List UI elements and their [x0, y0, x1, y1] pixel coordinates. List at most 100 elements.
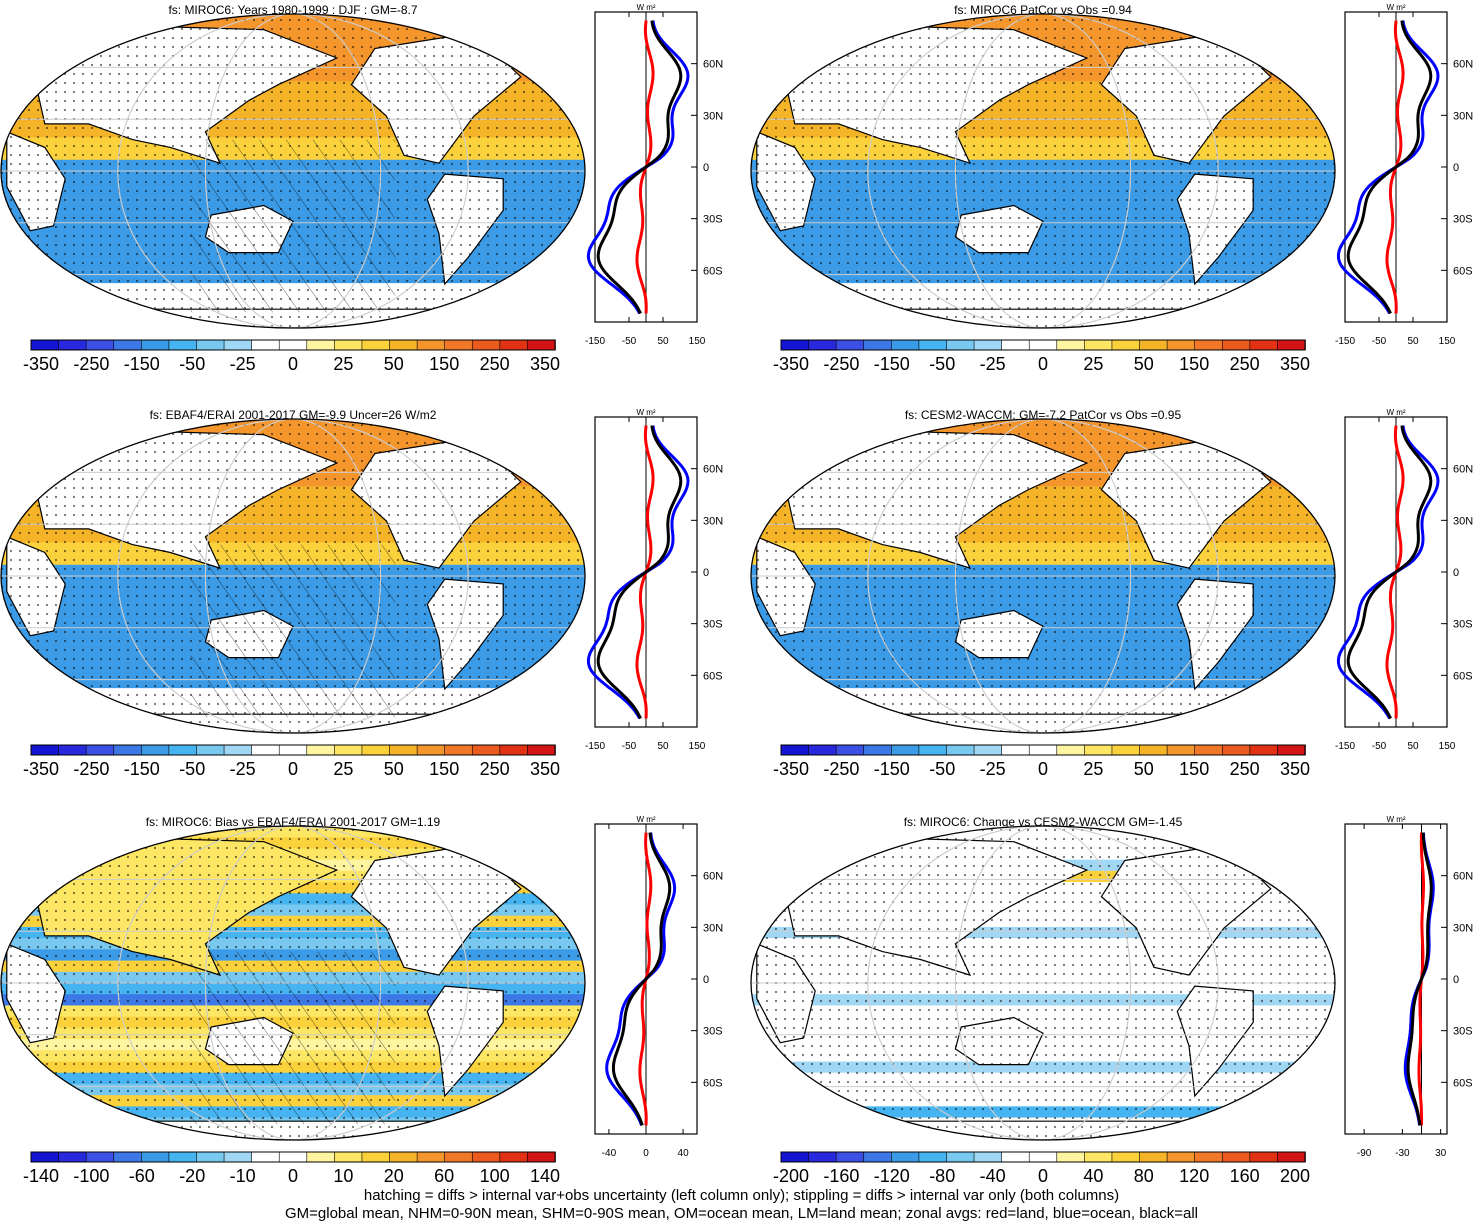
colorbar-swatch — [918, 339, 948, 351]
colorbar-label: 25 — [1083, 354, 1103, 374]
colorbar-swatch — [85, 339, 115, 351]
meridian-line — [954, 826, 1132, 1140]
colorbar-frame — [780, 744, 1306, 756]
zonal-ytick-label: 30S — [703, 619, 723, 631]
colorbar-label: -10 — [230, 1166, 256, 1186]
colorbar-swatch — [1111, 1151, 1141, 1163]
zonal-ytick-label: 30N — [703, 515, 723, 527]
colorbar-label: -150 — [874, 759, 910, 779]
colorbar-label: 0 — [1038, 1166, 1048, 1186]
world-map — [1, 419, 585, 733]
colorbar-swatch — [58, 1151, 87, 1163]
meridian-line — [117, 14, 469, 328]
colorbar-swatch — [113, 744, 143, 756]
colorbar-swatch — [1277, 1151, 1306, 1163]
colorbar-swatch — [1028, 339, 1058, 351]
zonal-unit: W m² — [1386, 408, 1405, 417]
panel-title: fs: MIROC6: Bias vs EBAF4/ERAI 2001-2017… — [146, 815, 441, 829]
zonal-ytick-label: 30N — [1453, 922, 1473, 934]
colorbar-label: 50 — [384, 759, 404, 779]
colorbar-label: 0 — [288, 1166, 298, 1186]
colorbar-swatch — [471, 339, 501, 351]
map-border — [750, 418, 1336, 734]
colorbar-swatch — [196, 744, 225, 756]
colorbar-swatch — [471, 744, 501, 756]
colorbar-swatch — [278, 744, 308, 756]
colorbar-swatch — [30, 744, 60, 756]
colorbar-swatch — [471, 1151, 501, 1163]
meridian-line — [204, 419, 382, 733]
zonal-xtick-label: 40 — [678, 1148, 690, 1159]
colorbar-swatch — [1194, 1151, 1224, 1163]
colorbar-label: -150 — [124, 759, 160, 779]
colorbar-swatch — [389, 744, 418, 756]
colorbar-swatch — [1194, 744, 1224, 756]
zonal-xtick-label: -50 — [1372, 336, 1387, 347]
panel-title: fs: CESM2-WACCM: GM=-7.2 PatCor vs Obs =… — [905, 408, 1182, 422]
zonal-frame — [1344, 823, 1448, 1135]
world-map — [751, 826, 1335, 1140]
colorbar-swatch — [1277, 339, 1306, 351]
zonal-xtick-label: -30 — [1395, 1148, 1410, 1159]
panel-title: fs: MIROC6: Years 1980-1999 : DJF : GM=-… — [168, 3, 417, 17]
colorbar-swatch — [141, 339, 170, 351]
colorbar-label: -250 — [73, 354, 109, 374]
zonal-xtick-label: -40 — [602, 1148, 617, 1159]
zonal-xtick-label: 50 — [657, 336, 669, 347]
panel-3: fs: EBAF4/ERAI 2001-2017 GM=-9.9 Uncer=2… — [0, 408, 723, 779]
colorbar-swatch — [1084, 1151, 1113, 1163]
colorbar: -350 -250 -150 -50 -25 0 25 50 150 250 350 — [23, 339, 560, 374]
zonal-ytick-label: 30S — [1453, 619, 1473, 631]
colorbar-swatch — [1028, 744, 1058, 756]
colorbar-label: -140 — [23, 1166, 59, 1186]
colorbar-swatch — [361, 744, 391, 756]
zonal-xtick-label: 50 — [657, 741, 669, 752]
colorbar-swatch — [58, 744, 87, 756]
colorbar-swatch — [361, 1151, 391, 1163]
zonal-xtick-label: 150 — [689, 336, 706, 347]
colorbar-swatch — [1001, 339, 1031, 351]
zonal-all-line — [1346, 20, 1433, 315]
colorbar-label: 250 — [480, 354, 510, 374]
colorbar-label: 20 — [384, 1166, 404, 1186]
colorbar-swatch — [1139, 744, 1168, 756]
colorbar-swatch — [1111, 339, 1141, 351]
zonal-ytick-label: 60N — [703, 464, 723, 476]
colorbar: -200 -160 -120 -80 -40 0 40 80 120 160 200 — [773, 1151, 1310, 1186]
zonal-all-line — [596, 425, 683, 720]
colorbar-swatch — [306, 339, 336, 351]
zonal-plot: W m² -90 -30 30 60N 30N 0 30S 60S — [1344, 815, 1473, 1159]
colorbar-swatch — [278, 1151, 308, 1163]
zonal-plot: W m² -40 0 40 60N 30N 0 30S 60S — [594, 815, 723, 1159]
colorbar-label: 50 — [1134, 354, 1154, 374]
colorbar-swatch — [1277, 744, 1306, 756]
colorbar-swatch — [1111, 744, 1141, 756]
meridian-line — [204, 826, 382, 1140]
colorbar-swatch — [891, 744, 920, 756]
zonal-xtick-label: -50 — [622, 741, 637, 752]
zonal-xtick-label: -50 — [622, 336, 637, 347]
colorbar-swatch — [863, 339, 893, 351]
zonal-ytick-label: 60S — [1453, 670, 1473, 682]
colorbar-swatch — [251, 744, 281, 756]
colorbar-label: 25 — [1083, 759, 1103, 779]
colorbar-swatch — [58, 339, 87, 351]
zonal-unit: W m² — [636, 3, 655, 12]
colorbar-swatch — [946, 339, 975, 351]
meridian-line — [954, 419, 1132, 733]
colorbar-swatch — [389, 1151, 418, 1163]
zonal-ytick-label: 30S — [703, 214, 723, 226]
colorbar-swatch — [334, 1151, 363, 1163]
colorbar-frame — [30, 744, 556, 756]
colorbar-swatch — [1139, 1151, 1168, 1163]
zonal-xtick-label: -90 — [1357, 1148, 1372, 1159]
colorbar-swatch — [918, 744, 948, 756]
colorbar-swatch — [168, 339, 198, 351]
zonal-xtick-label: -150 — [1335, 336, 1355, 347]
zonal-all-line — [1346, 425, 1433, 720]
colorbar-label: 0 — [1038, 759, 1048, 779]
zonal-ytick-label: 30N — [703, 922, 723, 934]
colorbar-frame — [780, 1151, 1306, 1163]
colorbar-label: -50 — [929, 354, 955, 374]
